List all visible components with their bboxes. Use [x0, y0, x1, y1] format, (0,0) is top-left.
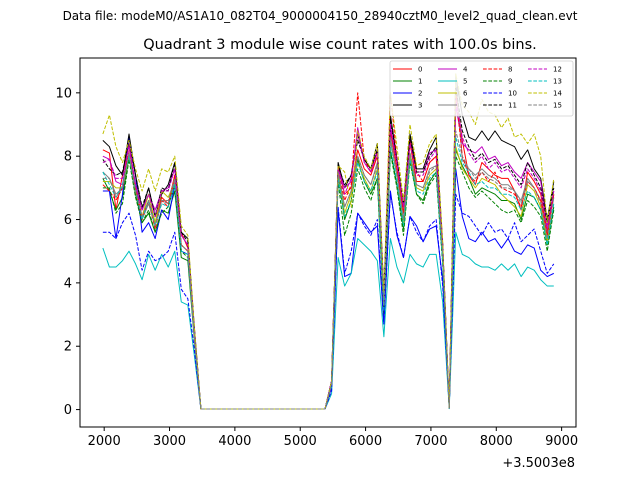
x-tick-label: 5000	[284, 434, 317, 449]
plot-frame	[79, 57, 577, 428]
legend-label-8: 8	[508, 66, 512, 74]
series-line-12	[102, 98, 555, 410]
x-tick-label: 9000	[545, 434, 578, 449]
legend-label-12: 12	[553, 66, 562, 74]
x-tick-label: 3000	[153, 434, 186, 449]
y-tick-label: 4	[64, 276, 72, 291]
y-tick-label: 6	[64, 213, 72, 228]
x-tick-label: 7000	[414, 434, 447, 449]
series-line-13	[102, 136, 555, 410]
legend-label-1: 1	[418, 78, 422, 86]
legend-label-5: 5	[463, 78, 467, 86]
y-tick-label: 8	[64, 150, 72, 165]
series-line-9	[102, 152, 555, 410]
chart-title: Quadrant 3 module wise count rates with …	[143, 37, 537, 53]
legend-label-13: 13	[553, 78, 562, 86]
legend-label-3: 3	[418, 102, 422, 110]
legend-label-15: 15	[553, 102, 562, 110]
legend-label-0: 0	[418, 66, 422, 74]
y-tick-label: 10	[55, 86, 72, 101]
x-offset-label: +3.5003e8	[502, 456, 575, 471]
legend-label-14: 14	[553, 90, 562, 98]
y-tick-label: 2	[64, 340, 72, 355]
legend-label-2: 2	[418, 90, 422, 98]
figure-suptitle: Data file: modeM0/AS1A10_082T04_90000041…	[63, 9, 578, 23]
x-axis: 2000 3000 4000 5000 6000 7000 8000 9000	[88, 427, 578, 449]
x-tick-label: 6000	[349, 434, 382, 449]
series-line-10	[102, 193, 555, 410]
x-tick-label: 8000	[480, 434, 513, 449]
legend-label-7: 7	[463, 102, 467, 110]
legend-label-6: 6	[463, 90, 468, 98]
series-line-5	[102, 231, 554, 410]
x-tick-label: 4000	[218, 434, 251, 449]
legend-label-9: 9	[508, 78, 512, 86]
y-axis: 0 2 4 6 8 10	[55, 86, 80, 418]
legend-label-11: 11	[508, 102, 517, 110]
series-line-15	[102, 130, 555, 410]
legend-label-4: 4	[463, 66, 468, 74]
y-tick-label: 0	[64, 403, 72, 418]
series-layer	[102, 73, 555, 410]
legend-box	[389, 60, 574, 117]
legend-label-10: 10	[508, 90, 517, 98]
x-tick-label: 2000	[88, 434, 121, 449]
